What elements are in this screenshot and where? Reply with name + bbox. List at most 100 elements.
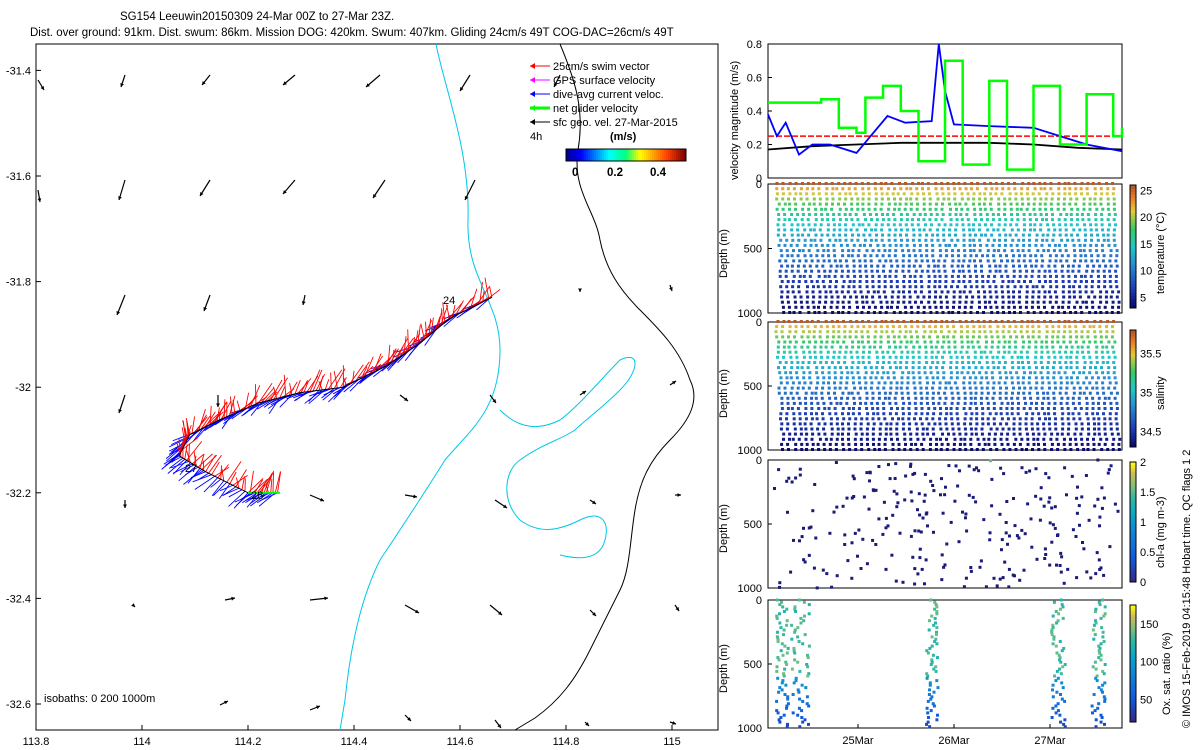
profile-sample: [1035, 401, 1038, 405]
swim-vector: [205, 454, 216, 472]
profile-sample: [888, 228, 892, 232]
profile-sample: [1056, 619, 1060, 623]
profile-sample: [1038, 182, 1042, 185]
profile-sample: [930, 345, 934, 349]
profile-sample: [877, 517, 881, 521]
current-vector: [333, 385, 347, 400]
colorbar-cell: [580, 149, 583, 161]
profile-sample: [1098, 524, 1101, 528]
profile-sample: [865, 562, 869, 566]
profile-sample: [926, 524, 929, 528]
profile-sample: [887, 207, 891, 211]
profile-sample: [1077, 504, 1081, 508]
profile-sample: [1027, 249, 1031, 253]
swim-vector: [229, 471, 237, 484]
profile-sample: [1090, 259, 1094, 263]
profile-sample: [936, 233, 940, 237]
profile-sample: [816, 320, 820, 323]
profile-sample: [1066, 432, 1070, 436]
profile-sample: [1021, 381, 1025, 385]
profile-sample: [983, 192, 987, 196]
profile-sample: [1107, 243, 1111, 247]
profile-sample: [794, 192, 798, 196]
profile-sample: [987, 432, 991, 436]
profile-sample: [948, 213, 952, 216]
profile-sample: [938, 417, 942, 421]
profile-sample: [839, 366, 843, 370]
swim-vector: [221, 400, 232, 420]
profile-sample: [798, 259, 802, 263]
profile-sample: [823, 432, 827, 436]
geo-velocity-arrowhead: [283, 190, 287, 194]
profile-sample: [973, 213, 977, 216]
profile-sample: [928, 619, 931, 623]
profile-sample: [798, 401, 802, 405]
profile-sample: [872, 311, 876, 314]
profile-sample: [1094, 350, 1098, 354]
profile-sample: [838, 223, 842, 227]
profile-sample: [912, 233, 916, 237]
profile-sample: [1015, 202, 1019, 206]
profile-sample: [994, 300, 998, 304]
profile-sample: [1097, 280, 1101, 283]
profile-sample: [1060, 396, 1064, 400]
profile-sample: [958, 305, 961, 309]
profile-sample: [847, 437, 850, 441]
profile-sample: [993, 437, 997, 441]
swim-vector: [297, 378, 312, 394]
profile-sample: [827, 274, 831, 278]
swim-vector: [343, 377, 347, 386]
profile-sample: [945, 320, 949, 323]
profile-sample: [1036, 300, 1040, 304]
profile-sample: [818, 182, 821, 185]
profile-sample: [857, 376, 861, 380]
profile-sample: [1082, 371, 1086, 375]
profile-sample: [1015, 243, 1019, 247]
profile-sample: [866, 311, 870, 314]
profile-sample: [1040, 386, 1044, 390]
profile-sample: [1067, 320, 1071, 323]
profile-sample: [979, 207, 983, 211]
profile-sample: [930, 223, 933, 227]
profile-sample: [1034, 494, 1038, 498]
profile-sample: [1111, 192, 1115, 196]
profile-sample: [975, 466, 978, 470]
profile-sample: [998, 396, 1002, 400]
profile-sample: [978, 361, 981, 364]
profile-sample: [1051, 695, 1055, 699]
profile-sample: [954, 233, 957, 237]
profile-sample: [830, 295, 834, 299]
profile-sample: [877, 448, 881, 451]
profile-sample: [912, 213, 916, 216]
profile-sample: [976, 320, 980, 323]
profile-sample: [952, 325, 956, 329]
profile-sample: [1115, 422, 1119, 426]
profile-sample: [1053, 412, 1057, 416]
profile-sample: [888, 477, 892, 481]
profile-sample: [880, 223, 884, 227]
profile-sample: [904, 325, 908, 329]
profile-sample: [898, 202, 902, 206]
profile-sample: [822, 442, 826, 446]
profile-sample: [954, 228, 958, 232]
profile-sample: [1075, 361, 1079, 364]
profile-sample: [960, 330, 963, 334]
profile-sample: [994, 290, 998, 294]
profile-sample: [786, 422, 790, 426]
profile-y-tick-label: 1000: [738, 445, 762, 457]
profile-sample: [1086, 437, 1089, 441]
profile-sample: [871, 538, 875, 542]
profile-sample: [900, 376, 904, 380]
profile-sample: [1059, 693, 1062, 696]
profile-sample: [957, 269, 961, 273]
current-vector: [328, 386, 344, 403]
profile-sample: [894, 366, 898, 370]
profile-sample: [1106, 228, 1110, 232]
profile-sample: [949, 218, 953, 222]
profile-sample: [865, 274, 869, 278]
profile-sample: [1006, 320, 1010, 323]
profile-sample: [808, 202, 812, 206]
profile-sample: [944, 285, 948, 289]
profile-sample: [1084, 300, 1088, 304]
profile-sample: [799, 616, 803, 620]
